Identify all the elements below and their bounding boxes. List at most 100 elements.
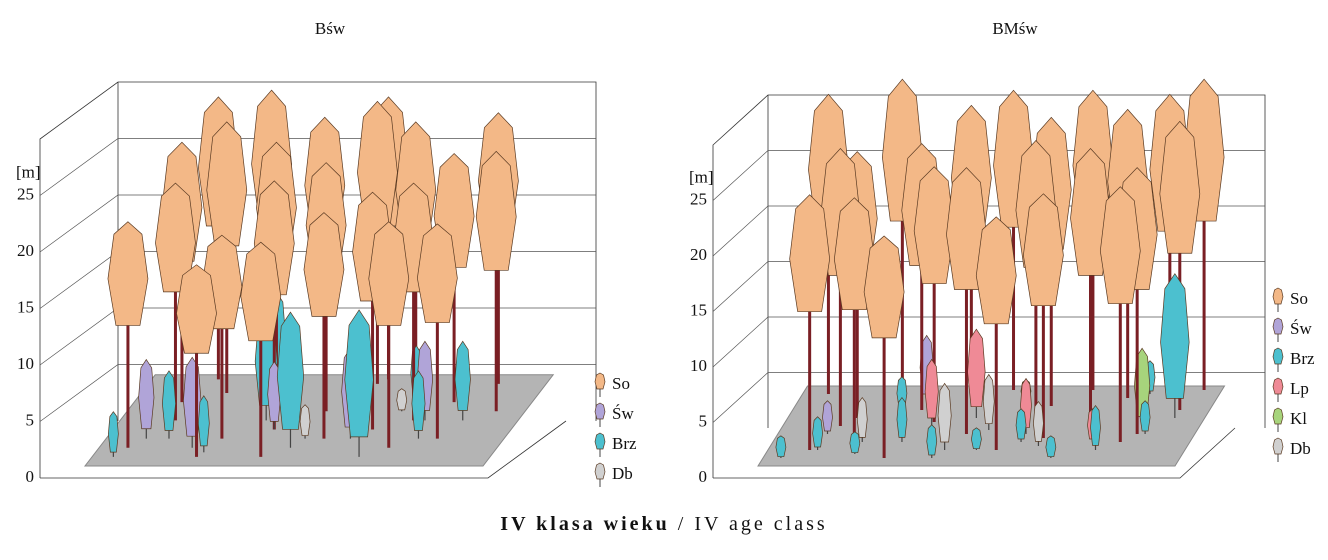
crown (850, 432, 860, 453)
crown (1161, 274, 1190, 399)
y-tick-label: 5 (26, 410, 35, 429)
legend-item: Brz (1273, 348, 1315, 372)
legend-item: Lp (1273, 378, 1309, 402)
crown (1033, 402, 1043, 442)
y-tick-label: 20 (17, 241, 34, 260)
legend-marker (1273, 378, 1283, 394)
tree (971, 428, 981, 450)
caption-en: IV age class (694, 513, 827, 535)
y-tick-label: 15 (17, 297, 34, 316)
crown (1100, 187, 1140, 304)
legend-label: Św (1290, 319, 1312, 338)
y-tick-label: 0 (26, 467, 35, 486)
legend-item: Św (1273, 318, 1312, 342)
crown (304, 213, 344, 317)
crown (823, 401, 833, 431)
crown (345, 310, 374, 437)
figure: IV klasa wieku / IV age class Bśw 0 5 10 15 2… (0, 0, 1328, 555)
crown (790, 195, 830, 312)
crown (1016, 409, 1026, 439)
tree (823, 401, 833, 434)
legend-item: Kl (1273, 408, 1307, 432)
legend-item: Brz (595, 433, 637, 457)
legend-marker (1273, 318, 1283, 334)
caption-pl: IV klasa wieku (500, 513, 669, 535)
crown (927, 425, 937, 455)
legend-item: So (595, 373, 630, 397)
tree (1071, 149, 1111, 427)
floor (85, 375, 553, 466)
tree (983, 375, 994, 431)
crown (417, 224, 457, 323)
crown (925, 359, 938, 418)
legend-item: Db (1273, 438, 1311, 462)
tree (476, 151, 516, 411)
chart-title: Bśw (315, 19, 346, 38)
legend-label: Kl (1290, 409, 1307, 428)
tree (300, 405, 310, 439)
y-tick-label: 0 (699, 467, 708, 486)
tree (1016, 409, 1026, 442)
crown (476, 151, 516, 270)
crown (1023, 194, 1063, 306)
legend-label: So (612, 374, 630, 393)
crown (1091, 406, 1101, 446)
crown (983, 375, 994, 424)
crown (1160, 121, 1200, 253)
crown (198, 396, 209, 446)
crown (108, 412, 118, 452)
tree (1033, 402, 1043, 446)
y-tick-label: 10 (17, 354, 34, 373)
crown (412, 371, 425, 431)
crown (776, 436, 786, 457)
legend-item: So (1273, 288, 1308, 312)
y-tick-label: 20 (690, 245, 707, 264)
legend-item: Św (595, 403, 634, 427)
legend-label: Brz (612, 434, 637, 453)
tree (927, 425, 937, 458)
y-axis-label: [m] (689, 167, 714, 186)
legend-marker (595, 433, 605, 449)
legend-marker (595, 463, 605, 479)
crown (976, 217, 1016, 324)
tree (1046, 436, 1056, 458)
legend-item: Db (595, 463, 633, 487)
legend-marker (595, 373, 605, 389)
caption: IV klasa wieku / IV age class (500, 513, 827, 535)
tree (397, 389, 407, 412)
legend-marker (1273, 288, 1283, 304)
legend-label: Brz (1290, 349, 1315, 368)
legend-marker (1273, 408, 1283, 424)
y-tick-label: 25 (690, 189, 707, 208)
caption-separator: / (678, 513, 687, 535)
tree (850, 432, 860, 454)
crown (277, 312, 303, 429)
crown (857, 398, 867, 438)
crown (897, 398, 907, 438)
legend-label: Db (1290, 439, 1311, 458)
tree (108, 412, 118, 457)
legend-label: So (1290, 289, 1308, 308)
y-axis-label: [m] (16, 162, 41, 181)
y-tick-label: 10 (690, 356, 707, 375)
crown (108, 222, 148, 326)
tree (1140, 401, 1150, 434)
crown (241, 242, 281, 341)
y-tick-label: 5 (699, 411, 708, 430)
crown (1140, 401, 1150, 431)
crown (938, 383, 951, 442)
crown (139, 360, 154, 429)
crown (300, 405, 310, 436)
legend-marker (595, 403, 605, 419)
y-tick-label: 25 (17, 184, 34, 203)
tree (1091, 406, 1101, 450)
crown (207, 122, 247, 246)
crown (177, 265, 217, 353)
legend-marker (1273, 438, 1283, 454)
crown (455, 341, 470, 410)
tree (813, 417, 823, 450)
y-tick-label: 15 (690, 300, 707, 319)
chart-title: BMśw (992, 19, 1038, 38)
crown (971, 428, 981, 449)
legend-label: Lp (1290, 379, 1309, 398)
